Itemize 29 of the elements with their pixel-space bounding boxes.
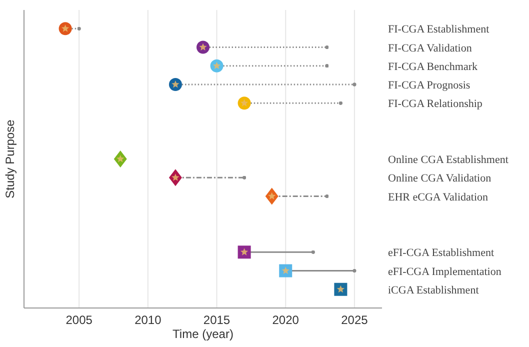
point <box>265 188 278 205</box>
y-axis-title: Study Purpose <box>3 119 17 198</box>
point <box>168 78 182 91</box>
y-tick-label: Online CGA Establishment <box>388 154 508 166</box>
y-tick-label: FI-CGA Benchmark <box>388 60 478 73</box>
point <box>196 40 210 54</box>
y-tick-label: Online CGA Validation <box>388 172 492 185</box>
x-tick-label: 2020 <box>272 313 300 327</box>
y-tick-label: eFI-CGA Establishment <box>388 247 494 260</box>
point <box>168 169 182 186</box>
point <box>279 264 292 278</box>
y-tick-label: FI-CGA Relationship <box>388 98 483 110</box>
x-tick-label: 2010 <box>134 313 162 327</box>
point <box>210 59 224 72</box>
point <box>114 150 127 168</box>
x-tick-label: 2005 <box>66 313 93 327</box>
point <box>58 22 72 36</box>
point <box>238 96 251 110</box>
y-tick-label: iCGA Establishment <box>388 284 479 296</box>
y-tick-label: FI-CGA Validation <box>388 42 472 54</box>
x-tick-label: 2025 <box>341 313 368 327</box>
y-tick-label: eFI-CGA Implementation <box>388 266 502 278</box>
y-tick-label: EHR eCGA Validation <box>388 191 489 204</box>
y-tick-label: FI-CGA Establishment <box>388 24 490 36</box>
x-tick-label: 2015 <box>203 313 230 327</box>
y-tick-label: FI-CGA Prognosis <box>388 80 470 92</box>
point <box>238 246 251 259</box>
x-axis-title: Time (year) <box>172 327 234 341</box>
point <box>334 282 348 296</box>
